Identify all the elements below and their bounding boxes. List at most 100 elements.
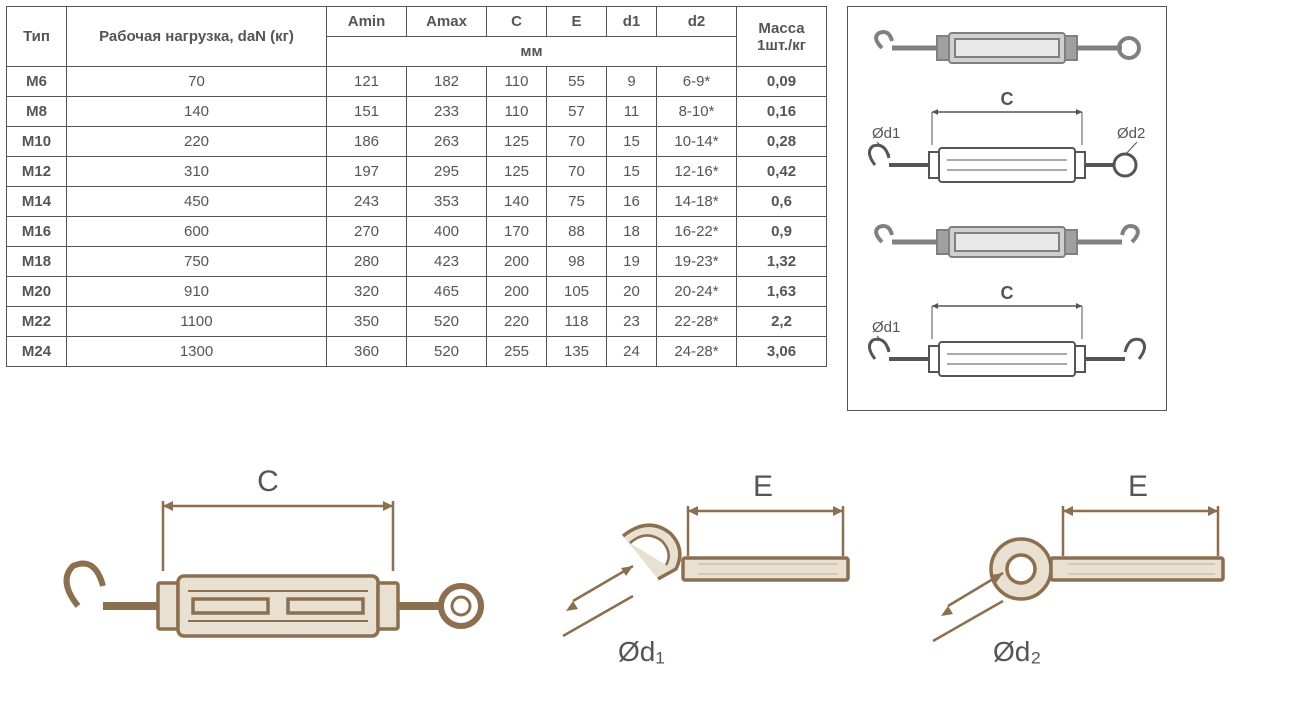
- cell-load: 750: [67, 247, 327, 277]
- cell-load: 1300: [67, 337, 327, 367]
- table-row: M16600270400170881816-22*0,9: [7, 217, 827, 247]
- cell-d2: 12-16*: [657, 157, 737, 187]
- hdr-c: C: [487, 7, 547, 37]
- cell-type: M20: [7, 277, 67, 307]
- svg-text:C: C: [257, 465, 279, 498]
- cell-amin: 320: [327, 277, 407, 307]
- cell-load: 220: [67, 127, 327, 157]
- hdr-amax: Amax: [407, 7, 487, 37]
- table-row: M14450243353140751614-18*0,6: [7, 187, 827, 217]
- svg-text:E: E: [753, 470, 773, 503]
- hdr-d2: d2: [657, 7, 737, 37]
- cell-e: 105: [547, 277, 607, 307]
- table-row: M10220186263125701510-14*0,28: [7, 127, 827, 157]
- cell-c: 110: [487, 97, 547, 127]
- hdr-mass: Масса 1шт./кг: [737, 7, 827, 67]
- cell-mass: 3,06: [737, 337, 827, 367]
- table-row: M6701211821105596-9*0,09: [7, 67, 827, 97]
- cell-amax: 423: [407, 247, 487, 277]
- cell-amin: 186: [327, 127, 407, 157]
- cell-load: 910: [67, 277, 327, 307]
- cell-amin: 197: [327, 157, 407, 187]
- hdr-mm: мм: [327, 37, 737, 67]
- cell-d1: 19: [607, 247, 657, 277]
- cell-d1: 20: [607, 277, 657, 307]
- cell-d2: 20-24*: [657, 277, 737, 307]
- cell-d2: 14-18*: [657, 187, 737, 217]
- spec-table: Тип Рабочая нагрузка, daN (кг) Amin Amax…: [6, 6, 827, 367]
- cell-load: 450: [67, 187, 327, 217]
- cell-type: M22: [7, 307, 67, 337]
- cell-c: 255: [487, 337, 547, 367]
- cell-e: 88: [547, 217, 607, 247]
- cell-type: M8: [7, 97, 67, 127]
- cell-e: 70: [547, 157, 607, 187]
- cell-mass: 0,09: [737, 67, 827, 97]
- cell-d2: 24-28*: [657, 337, 737, 367]
- cell-d1: 15: [607, 127, 657, 157]
- cell-c: 200: [487, 277, 547, 307]
- side-illustration-panel: C Ød1 Ød2: [847, 6, 1167, 411]
- cell-c: 170: [487, 217, 547, 247]
- cell-e: 98: [547, 247, 607, 277]
- cell-d1: 16: [607, 187, 657, 217]
- cell-e: 75: [547, 187, 607, 217]
- cell-amin: 350: [327, 307, 407, 337]
- cell-d2: 16-22*: [657, 217, 737, 247]
- cell-amin: 270: [327, 217, 407, 247]
- cell-c: 140: [487, 187, 547, 217]
- cell-mass: 1,32: [737, 247, 827, 277]
- cell-d2: 8-10*: [657, 97, 737, 127]
- hdr-amin: Amin: [327, 7, 407, 37]
- table-row: M2211003505202201182322-28*2,2: [7, 307, 827, 337]
- cell-amin: 280: [327, 247, 407, 277]
- svg-text:Ød1: Ød1: [872, 319, 900, 336]
- turnbuckle-diagram-hook-hook: C Ød1: [857, 284, 1157, 394]
- table-row: M814015123311057118-10*0,16: [7, 97, 827, 127]
- turnbuckle-photo-hook-eye: [867, 23, 1147, 73]
- cell-mass: 0,9: [737, 217, 827, 247]
- hdr-e: E: [547, 7, 607, 37]
- cell-d1: 11: [607, 97, 657, 127]
- cell-amax: 465: [407, 277, 487, 307]
- cell-d1: 15: [607, 157, 657, 187]
- bottom-diagrams: C E: [6, 461, 1290, 681]
- large-turnbuckle-diagram: C: [53, 461, 493, 681]
- svg-text:Ød₂: Ød₂: [993, 636, 1041, 667]
- svg-text:E: E: [1128, 470, 1148, 503]
- svg-text:C: C: [1001, 284, 1014, 303]
- hdr-d1: d1: [607, 7, 657, 37]
- cell-type: M24: [7, 337, 67, 367]
- cell-amin: 121: [327, 67, 407, 97]
- cell-amin: 151: [327, 97, 407, 127]
- cell-type: M12: [7, 157, 67, 187]
- cell-load: 70: [67, 67, 327, 97]
- cell-amax: 295: [407, 157, 487, 187]
- cell-e: 55: [547, 67, 607, 97]
- hdr-type: Тип: [7, 7, 67, 67]
- svg-text:C: C: [1001, 90, 1014, 109]
- hook-end-diagram: E Ød₁: [528, 461, 868, 681]
- cell-mass: 0,16: [737, 97, 827, 127]
- cell-amax: 353: [407, 187, 487, 217]
- cell-d1: 18: [607, 217, 657, 247]
- cell-type: M18: [7, 247, 67, 277]
- cell-mass: 0,42: [737, 157, 827, 187]
- cell-e: 118: [547, 307, 607, 337]
- cell-mass: 2,2: [737, 307, 827, 337]
- cell-d2: 19-23*: [657, 247, 737, 277]
- cell-d2: 22-28*: [657, 307, 737, 337]
- cell-amax: 263: [407, 127, 487, 157]
- cell-amax: 182: [407, 67, 487, 97]
- cell-load: 600: [67, 217, 327, 247]
- cell-c: 125: [487, 127, 547, 157]
- cell-d1: 24: [607, 337, 657, 367]
- cell-mass: 0,28: [737, 127, 827, 157]
- cell-amin: 360: [327, 337, 407, 367]
- cell-amax: 520: [407, 307, 487, 337]
- svg-text:Ød1: Ød1: [872, 125, 900, 142]
- cell-mass: 1,63: [737, 277, 827, 307]
- cell-d1: 9: [607, 67, 657, 97]
- cell-amax: 233: [407, 97, 487, 127]
- cell-amax: 520: [407, 337, 487, 367]
